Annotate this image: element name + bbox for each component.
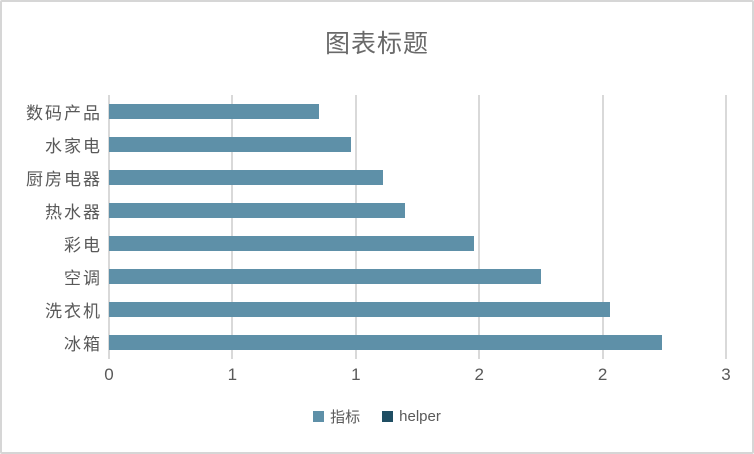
bar	[109, 203, 406, 218]
legend: 指标 helper	[2, 403, 752, 429]
legend-label: 指标	[330, 408, 361, 426]
value-axis-tick-label: 2	[474, 365, 484, 384]
chart-title: 图表标题	[324, 30, 429, 58]
gridline	[231, 95, 234, 359]
bar	[109, 137, 351, 152]
bar-row	[109, 293, 726, 326]
bar-row	[109, 161, 726, 194]
value-axis-tick-label: 0	[104, 365, 114, 384]
bar-row	[109, 260, 726, 293]
bar-row	[109, 326, 726, 359]
gridline	[354, 95, 357, 359]
bar	[109, 302, 610, 317]
value-axis-tick-label: 1	[227, 365, 238, 384]
plot-area	[108, 95, 727, 359]
gridline	[601, 95, 604, 359]
legend-label: helper	[399, 407, 441, 425]
category-label: 洗衣机	[45, 302, 102, 321]
gridline	[725, 95, 727, 359]
legend-swatch-icon	[382, 410, 394, 422]
bar	[109, 104, 319, 119]
category-label: 厨房电器	[26, 170, 102, 189]
gridline	[478, 95, 481, 359]
bar	[109, 269, 541, 284]
category-label: 空调	[64, 269, 102, 288]
value-axis-tick-label: 1	[351, 365, 361, 384]
bar-row	[109, 128, 726, 161]
category-label: 水家电	[45, 137, 102, 156]
bar-row	[109, 194, 726, 227]
category-label: 彩电	[64, 236, 102, 255]
gridline	[108, 95, 110, 359]
category-label: 冰箱	[64, 335, 102, 354]
legend-swatch-icon	[313, 410, 325, 422]
category-label: 数码产品	[26, 104, 102, 123]
bar	[109, 170, 383, 185]
bar-row	[109, 227, 726, 260]
category-axis-labels: 数码产品水家电厨房电器热水器彩电空调洗衣机冰箱	[2, 95, 103, 359]
value-axis-tick-label: 3	[721, 365, 731, 384]
bar	[109, 236, 475, 251]
category-label: 热水器	[45, 203, 102, 222]
bar-series	[109, 95, 726, 359]
value-axis-tick-label: 2	[597, 365, 608, 384]
bar	[109, 335, 662, 350]
bar-row	[109, 95, 726, 128]
value-axis-labels: 0 1 1 2 2 3	[104, 365, 730, 389]
legend-item: 指标	[313, 406, 360, 427]
legend-item: helper	[382, 408, 441, 425]
